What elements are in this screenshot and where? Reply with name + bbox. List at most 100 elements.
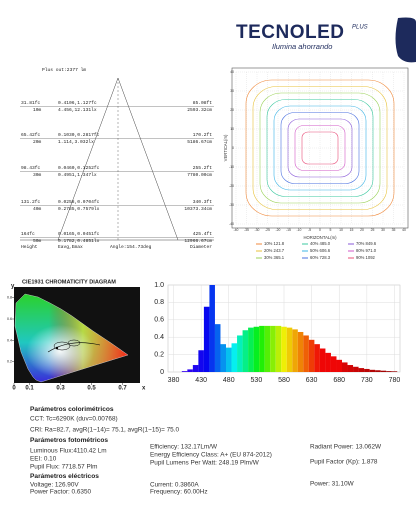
spectrum-bar xyxy=(203,306,210,372)
parameter: Power: 31.10W xyxy=(310,481,355,488)
isolux-chart: VERTICAL(m) HORIZONTAL(m) -40 -35 -30 -25 -2… xyxy=(223,67,409,260)
spectrum-bar xyxy=(358,368,365,372)
spectrum-bar xyxy=(347,365,354,372)
y-tick-label: 40 xyxy=(230,70,234,74)
x-tick-label: 0.1 xyxy=(25,386,34,392)
spectrum-bar xyxy=(192,365,199,372)
spectrum-bar xyxy=(237,335,243,372)
x-axis-label: HORIZONTAL(m) xyxy=(304,235,338,240)
parameter: CCT: Tc=6290K (duv=0.00768) xyxy=(30,416,118,423)
chromaticity-point xyxy=(55,346,59,350)
chromaticity-chart: CIE1931 CHROMATICITY DIAGRAM y x 0 0.1 0.3… xyxy=(7,279,146,391)
spectrum-bar xyxy=(259,325,265,372)
parameters: Parámetros colorimétricos CCT: Tc=6290K … xyxy=(30,406,382,496)
height: 20m xyxy=(33,139,42,145)
brand-suffix: PLUS xyxy=(352,25,368,31)
x-tick-label: 0 xyxy=(12,386,16,392)
diameter: 7780.00cm xyxy=(187,172,212,178)
spectrum-bar xyxy=(369,369,376,372)
parameter: Energy Efficiency Class: A+ (EU 874-2012… xyxy=(150,452,272,459)
spectrum-bar xyxy=(248,327,254,372)
height: 30m xyxy=(33,172,42,178)
x-tick-label: 10 xyxy=(339,228,343,232)
macadam-ellipse xyxy=(53,341,71,351)
eavg-emax: 0.4106,1.127fc xyxy=(58,100,97,106)
eavg-emax: 0.2785,0.7579lx xyxy=(58,206,100,212)
x-tick-label: -10 xyxy=(297,228,302,232)
y-tick-label: 0.6 xyxy=(7,317,12,321)
cone-edge xyxy=(57,77,119,241)
x-tick-label: -20 xyxy=(276,228,281,232)
logo-shape xyxy=(395,17,416,63)
diameter: 340.3ft xyxy=(193,199,213,205)
y-tick-label: 10 xyxy=(230,127,234,131)
eavg-emax: 0.0165,0.0451fc xyxy=(58,231,100,237)
x-tick-label: 730 xyxy=(361,377,373,384)
spectrum-bar xyxy=(303,335,309,372)
x-tick-label: 580 xyxy=(278,377,290,384)
locus-fill xyxy=(14,293,129,383)
isolux-contour xyxy=(287,118,353,178)
parameter: Radiant Power: 13.062W xyxy=(310,444,382,451)
isolux-contour xyxy=(280,112,360,184)
spectrum-bar xyxy=(314,344,320,372)
eavg-emax: 4.456,12.131lx xyxy=(58,107,97,113)
legend-label: 80% 971.0 xyxy=(356,248,377,253)
spectrum-bar xyxy=(292,329,298,372)
spectrum-bar xyxy=(264,325,271,372)
spectrum-bar xyxy=(297,331,304,372)
legend-label: 90% 1092 xyxy=(356,255,376,260)
x-tick-label: -40 xyxy=(234,228,239,232)
legend-label: 60% 728.3 xyxy=(310,255,331,260)
y-tick-label: -40 xyxy=(229,222,234,226)
x-tick-label: 15 xyxy=(350,228,354,232)
isolux-contour xyxy=(245,79,395,217)
height: 50m xyxy=(33,238,42,244)
y-tick-label: 20 xyxy=(230,108,234,112)
illuminance: 31.81fc xyxy=(21,100,41,106)
x-tick-label: -15 xyxy=(286,228,291,232)
legend-label: 10% 121.8 xyxy=(264,241,285,246)
y-tick-label: 0.6 xyxy=(154,317,164,324)
diameter: 10373.34cm xyxy=(184,206,212,212)
x-tick-label: 30 xyxy=(381,228,385,232)
diameter: 425.4ft xyxy=(193,231,213,237)
eavg-emax: 0.0258,0.0704fc xyxy=(58,199,100,205)
section-title: Parámetros colorimétricos xyxy=(30,406,114,413)
illuminance: 131.2fc xyxy=(21,199,41,205)
x-tick-label: 430 xyxy=(195,377,207,384)
spectrum-bar xyxy=(231,343,238,372)
diameter: 85.08ft xyxy=(193,100,213,106)
spectrum-bar xyxy=(325,352,331,372)
spectrum-bar xyxy=(336,359,342,372)
illuminance: 164fc xyxy=(21,231,35,237)
parameter: Pupil Flux: 7718.57 Plm xyxy=(30,464,98,471)
diameter: 12966.67cm xyxy=(184,238,212,244)
parameter: Pupil Factor (Kp): 1.878 xyxy=(310,459,378,466)
y-tick-label: 0.4 xyxy=(154,334,164,341)
spectrum-bar xyxy=(380,370,387,372)
x-tick-label: 630 xyxy=(306,377,318,384)
parameter: Power Factor: 0.6350 xyxy=(30,489,92,496)
diameter: 2593.32cm xyxy=(187,107,212,113)
spectrum-bar xyxy=(214,324,221,372)
column-label: Angle:154.73deg xyxy=(110,244,152,250)
legend-label: 30% 365.1 xyxy=(264,255,285,260)
spectrum-bar xyxy=(391,371,398,372)
height: 40m xyxy=(33,206,42,212)
parameter: Frequency: 60.00Hz xyxy=(150,489,208,496)
parameter: EEI: 0.10 xyxy=(30,456,57,463)
spectrum-bar xyxy=(181,371,188,372)
spectrum-bar xyxy=(198,350,204,372)
diameter: 5186.67cm xyxy=(187,139,212,145)
x-tick-label: 380 xyxy=(168,377,180,384)
spectrum-bar xyxy=(220,344,226,372)
spectrum-bar xyxy=(281,326,287,372)
spectrum-bar xyxy=(209,285,215,372)
spectrum-bar xyxy=(330,356,337,372)
x-tick-label: 40 xyxy=(402,228,406,232)
legend-label: 40% 485.0 xyxy=(310,241,331,246)
